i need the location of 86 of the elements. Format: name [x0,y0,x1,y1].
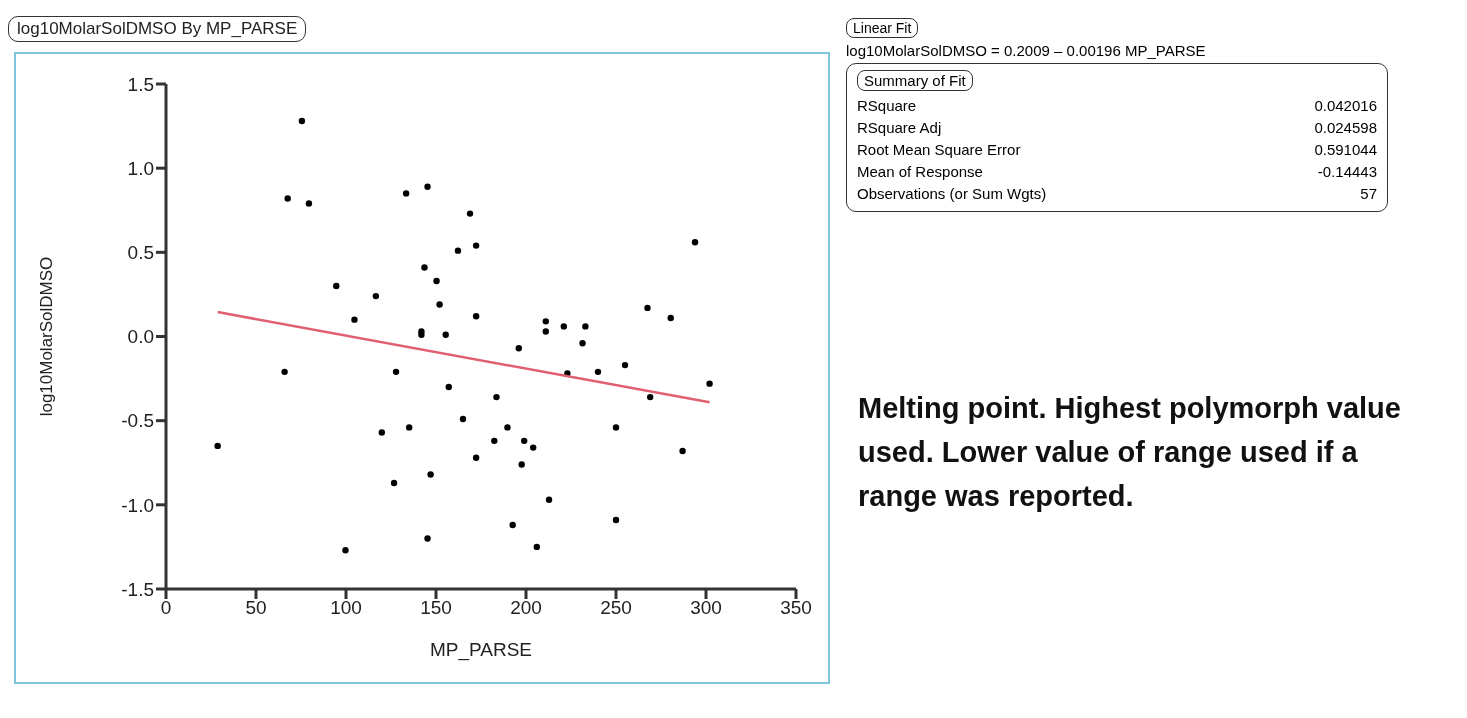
point [582,323,589,330]
point [579,340,586,347]
text: -0.14443 [1317,162,1377,182]
point [402,190,410,197]
text: Summary of Fit [857,70,973,91]
text: Root Mean Square Error [857,140,1021,160]
point [427,471,434,478]
x-axis-title: MP_PARSE [429,639,533,661]
x-tick-label: 50 [245,597,267,619]
point [518,461,525,468]
point [418,331,425,339]
y-tick-label: 0.5 [127,242,154,264]
y-tick-label: 1.5 [127,73,154,95]
x-tick-label: 0 [160,597,172,619]
point [392,368,400,376]
point [459,415,467,423]
point [530,444,537,451]
point [424,183,431,190]
point [466,210,474,217]
x-tick-label: 100 [330,597,362,619]
point [612,424,620,431]
x-tick-label: 200 [510,597,542,619]
point [305,200,313,207]
y-tick-label: 1.0 [127,157,154,179]
point [679,447,686,455]
y-tick-label: -1.0 [121,494,154,516]
point [454,247,462,254]
point [284,195,291,202]
point [542,318,549,325]
text: 57 [1360,184,1377,204]
point [691,239,699,246]
point [342,547,349,554]
point [445,383,452,391]
x-tick-label: 350 [780,597,812,619]
text: Linear Fit [846,18,919,38]
point [298,117,306,125]
point [372,292,380,300]
point [533,543,540,551]
point [333,282,340,290]
x-tick-label: 150 [420,597,452,619]
point [472,313,480,320]
point [504,424,511,431]
point [647,393,654,401]
text: 0.591044 [1314,140,1377,160]
y-tick-label: -0.5 [121,410,154,432]
point [509,521,516,529]
text: 0.024598 [1314,118,1377,138]
point [378,429,386,436]
point [545,496,553,503]
x-tick-label: 250 [600,597,632,619]
text: Melting point. Highest polymorph value used. Lower value of range used if a range was reported. [858,391,1402,514]
point [436,301,443,308]
point [472,242,480,249]
point [706,380,713,387]
point [442,331,449,339]
point [542,328,549,335]
y-tick-label: -1.5 [121,578,154,600]
point [424,535,431,542]
point [281,368,288,376]
point [493,393,500,401]
point [621,361,629,369]
point [472,454,480,461]
text: 0.042016 [1314,96,1377,116]
point [390,479,398,487]
point [405,424,413,431]
point [644,304,651,312]
point [594,368,602,376]
point [521,437,528,445]
point [515,345,522,352]
text: log10MolarSolDMSO = 0.2009 – 0.00196 MP_PARSE [846,42,1207,59]
point [433,277,440,285]
point [667,314,674,322]
text: Mean of Response [857,162,983,182]
text: RSquare [857,96,917,116]
point [612,516,620,524]
x-tick-label: 300 [690,597,722,619]
point [214,442,221,450]
point [560,323,567,330]
chart-title: log10MolarSolDMSO By MP_PARSE [8,16,307,42]
text: RSquare Adj [857,118,942,138]
y-tick-label: 0.0 [127,326,154,348]
y-axis-title: log10MolarSolDMSO [37,256,57,417]
point [491,437,498,445]
text: Observations (or Sum Wgts) [857,184,1047,204]
point [421,264,428,271]
point [351,316,358,323]
